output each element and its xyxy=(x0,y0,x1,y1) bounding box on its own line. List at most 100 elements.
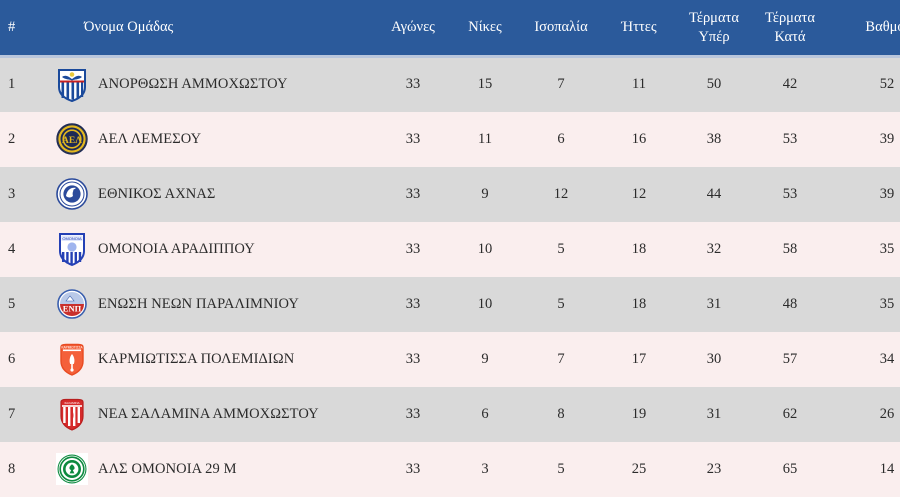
table-row[interactable]: 7 ΣΑΛΑΜΙΝΑ ΝΕΑ ΣΑΛΑΜΙΝΑ ΑΜΜΟΧΩΣΤΟΥ 33 6 8 19… xyxy=(0,386,900,442)
cell-drawn: 5 xyxy=(557,295,565,312)
column-header-team-name[interactable]: Όνομα Ομάδας xyxy=(46,0,376,58)
cell-goals-for: 31 xyxy=(706,405,722,422)
ethnikos-round-crest-icon xyxy=(56,178,88,210)
column-header-goals-against[interactable]: Τέρματα Κατά xyxy=(752,0,828,58)
anorthosis-shield-crest-icon xyxy=(58,68,86,102)
column-header-won[interactable]: Νίκες xyxy=(450,0,520,58)
cell-played: 33 xyxy=(405,130,421,147)
omonoia-aradippou-shield-crest-icon: ΟΜΟΝΟΙΑ xyxy=(46,227,98,271)
cell-drawn: 7 xyxy=(557,76,565,93)
table-row[interactable]: 3 ΕΘΝΙΚΟΣ ΑΧΝΑΣ 33 9 12 12 44 53 39 xyxy=(0,166,900,222)
cell-rank: 5 xyxy=(8,295,16,312)
cell-played: 33 xyxy=(405,185,421,202)
team-name-label: ΚΑΡΜΙΩΤΙΣΣΑ ΠΟΛΕΜΙΔΙΩΝ xyxy=(98,350,295,367)
ethnikos-round-crest-icon xyxy=(46,172,98,216)
cell-team[interactable]: ΚΑΡΜΙΩΤΙΣΣΑ ΚΑΡΜΙΩΤΙΣΣΑ ΠΟΛΕΜΙΔΙΩΝ xyxy=(46,332,376,387)
cell-points: 14 xyxy=(879,460,895,477)
column-header-goals-against-line1: Τέρματα xyxy=(765,9,815,26)
svg-text:ΑΕΛ: ΑΕΛ xyxy=(62,136,82,146)
cell-team[interactable]: ΕΘΝΙΚΟΣ ΑΧΝΑΣ xyxy=(46,167,376,222)
cell-drawn: 5 xyxy=(557,240,565,257)
cell-rank: 4 xyxy=(8,240,16,257)
karmiotissa-shield-crest-icon: ΚΑΡΜΙΩΤΙΣΣΑ xyxy=(46,337,98,381)
table-header: # Όνομα Ομάδας Αγώνες Νίκες Ισοπαλία Ήττ… xyxy=(0,0,900,58)
cell-goals-for: 38 xyxy=(706,130,722,147)
cell-points: 52 xyxy=(879,76,895,93)
team-wrapper: ΚΑΡΜΙΩΤΙΣΣΑ ΚΑΡΜΙΩΤΙΣΣΑ ΠΟΛΕΜΙΔΙΩΝ xyxy=(46,337,376,381)
cell-points: 34 xyxy=(879,350,895,367)
table-row[interactable]: 8 ΑΛΣ ΟΜΟΝΟΙΑ 29 Μ 33 3 5 25 23 65 14 xyxy=(0,441,900,497)
cell-lost: 18 xyxy=(631,240,647,257)
column-header-goals-for-line1: Τέρματα xyxy=(689,9,739,26)
cell-goals-against: 58 xyxy=(782,240,798,257)
nea-salamina-shield-crest-icon: ΣΑΛΑΜΙΝΑ xyxy=(46,392,98,436)
cell-points: 26 xyxy=(879,405,895,422)
team-name-label: ΑΛΣ ΟΜΟΝΟΙΑ 29 Μ xyxy=(98,460,237,477)
cell-lost: 16 xyxy=(631,130,647,147)
team-name-label: ΝΕΑ ΣΑΛΑΜΙΝΑ ΑΜΜΟΧΩΣΤΟΥ xyxy=(98,405,319,422)
table-header-row: # Όνομα Ομάδας Αγώνες Νίκες Ισοπαλία Ήττ… xyxy=(0,0,900,58)
cell-team[interactable]: ΕΝΠ ΕΝΩΣΗ ΝΕΩΝ ΠΑΡΑΛΙΜΝΙΟΥ xyxy=(46,277,376,332)
table-row[interactable]: 2 ΑΕΛ ΑΕΛ ΛΕΜΕΣΟΥ 33 11 6 16 38 53 39 xyxy=(0,111,900,167)
team-wrapper: ΟΜΟΝΟΙΑ ΟΜΟΝΟΙΑ ΑΡΑΔΙΠΠΟΥ xyxy=(46,227,376,271)
column-header-goals-for-line2: Υπέρ xyxy=(698,28,730,45)
cell-played: 33 xyxy=(405,76,421,93)
ael-round-crest-icon: ΑΕΛ xyxy=(56,123,88,155)
anorthosis-shield-crest-icon xyxy=(46,63,98,107)
column-header-points[interactable]: Βαθμοί xyxy=(828,0,900,58)
column-header-rank[interactable]: # xyxy=(0,0,46,58)
cell-lost: 12 xyxy=(631,185,647,202)
cell-goals-against: 65 xyxy=(782,460,798,477)
cell-goals-against: 53 xyxy=(782,185,798,202)
table-row[interactable]: 5 ΕΝΠ ΕΝΩΣΗ ΝΕΩΝ ΠΑΡΑΛΙΜΝΙΟΥ 33 10 5 18 31 48 3… xyxy=(0,276,900,332)
column-header-drawn[interactable]: Ισοπαλία xyxy=(520,0,602,58)
enosis-paralimniou-round-crest-icon: ΕΝΠ xyxy=(46,282,98,326)
cell-goals-for: 50 xyxy=(706,76,722,93)
cell-team[interactable]: ΑΕΛ ΑΕΛ ΛΕΜΕΣΟΥ xyxy=(46,112,376,167)
cell-won: 6 xyxy=(481,405,489,422)
cell-won: 11 xyxy=(478,130,492,147)
table-row[interactable]: 4 ΟΜΟΝΟΙΑ ΟΜΟΝΟΙΑ ΑΡΑΔΙΠΠΟΥ 33 10 5 18 32 58 35 xyxy=(0,221,900,277)
cell-goals-for: 44 xyxy=(706,185,722,202)
table-row[interactable]: 6 ΚΑΡΜΙΩΤΙΣΣΑ ΚΑΡΜΙΩΤΙΣΣΑ ΠΟΛΕΜΙΔΙΩΝ 33 9 7… xyxy=(0,331,900,387)
omonoia-29m-round-crest-icon xyxy=(56,453,88,485)
cell-team[interactable]: ΣΑΛΑΜΙΝΑ ΝΕΑ ΣΑΛΑΜΙΝΑ ΑΜΜΟΧΩΣΤΟΥ xyxy=(46,387,376,442)
column-header-played[interactable]: Αγώνες xyxy=(376,0,450,58)
cell-rank: 2 xyxy=(8,130,16,147)
svg-text:ΕΝΠ: ΕΝΠ xyxy=(63,304,82,314)
cell-rank: 6 xyxy=(8,350,16,367)
cell-played: 33 xyxy=(405,240,421,257)
cell-points: 35 xyxy=(879,295,895,312)
table-body: 1 ΑΝΟΡΘΩΣΗ ΑΜΜΟΧΩΣΤΟΥ 33 15 7 11 50 42 52 2 ΑΕΛ … xyxy=(0,56,900,497)
cell-won: 9 xyxy=(481,350,489,367)
team-wrapper: ΕΘΝΙΚΟΣ ΑΧΝΑΣ xyxy=(46,172,376,216)
omonoia-29m-round-crest-icon xyxy=(46,447,98,491)
team-name-label: ΕΘΝΙΚΟΣ ΑΧΝΑΣ xyxy=(98,185,216,202)
team-name-label: ΑΕΛ ΛΕΜΕΣΟΥ xyxy=(98,130,202,147)
cell-rank: 7 xyxy=(8,405,16,422)
cell-played: 33 xyxy=(405,405,421,422)
cell-team[interactable]: ΟΜΟΝΟΙΑ ΟΜΟΝΟΙΑ ΑΡΑΔΙΠΠΟΥ xyxy=(46,222,376,277)
svg-text:ΣΑΛΑΜΙΝΑ: ΣΑΛΑΜΙΝΑ xyxy=(64,401,79,405)
cell-goals-for: 32 xyxy=(706,240,722,257)
cell-goals-against: 42 xyxy=(782,76,798,93)
cell-rank: 8 xyxy=(8,460,16,477)
cell-rank: 1 xyxy=(8,76,16,93)
svg-text:ΟΜΟΝΟΙΑ: ΟΜΟΝΟΙΑ xyxy=(62,236,82,241)
cell-lost: 18 xyxy=(631,295,647,312)
team-name-label: ΟΜΟΝΟΙΑ ΑΡΑΔΙΠΠΟΥ xyxy=(98,240,255,257)
column-header-goals-for[interactable]: Τέρματα Υπέρ xyxy=(676,0,752,58)
team-wrapper: ΕΝΠ ΕΝΩΣΗ ΝΕΩΝ ΠΑΡΑΛΙΜΝΙΟΥ xyxy=(46,282,376,326)
cell-lost: 17 xyxy=(631,350,647,367)
cell-won: 10 xyxy=(477,295,493,312)
column-header-lost[interactable]: Ήττες xyxy=(602,0,676,58)
cell-drawn: 5 xyxy=(557,460,565,477)
cell-team[interactable]: ΑΛΣ ΟΜΟΝΟΙΑ 29 Μ xyxy=(46,442,376,497)
cell-goals-against: 57 xyxy=(782,350,798,367)
cell-drawn: 12 xyxy=(553,185,569,202)
cell-played: 33 xyxy=(405,350,421,367)
cell-points: 35 xyxy=(879,240,895,257)
cell-team[interactable]: ΑΝΟΡΘΩΣΗ ΑΜΜΟΧΩΣΤΟΥ xyxy=(46,57,376,112)
table-row[interactable]: 1 ΑΝΟΡΘΩΣΗ ΑΜΜΟΧΩΣΤΟΥ 33 15 7 11 50 42 52 xyxy=(0,56,900,112)
